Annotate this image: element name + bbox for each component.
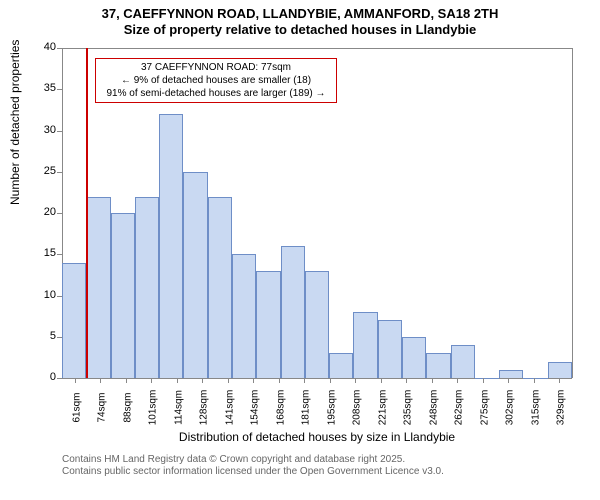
bar bbox=[135, 197, 159, 379]
x-tick bbox=[253, 378, 254, 383]
annotation-line: ← 9% of detached houses are smaller (18) bbox=[100, 74, 332, 87]
y-tick-label: 15 bbox=[30, 247, 56, 259]
y-tick-label: 30 bbox=[30, 124, 56, 136]
bar bbox=[475, 378, 499, 379]
x-tick bbox=[126, 378, 127, 383]
x-tick bbox=[406, 378, 407, 383]
x-tick-label: 154sqm bbox=[250, 388, 261, 428]
x-tick-label: 315sqm bbox=[530, 388, 541, 428]
x-tick-label: 248sqm bbox=[428, 388, 439, 428]
y-tick bbox=[57, 48, 62, 49]
y-tick-label: 0 bbox=[30, 371, 56, 383]
x-tick bbox=[304, 378, 305, 383]
x-tick-label: 168sqm bbox=[275, 388, 286, 428]
bar bbox=[86, 197, 110, 379]
x-tick bbox=[75, 378, 76, 383]
bar bbox=[402, 337, 426, 378]
x-tick bbox=[228, 378, 229, 383]
x-tick-label: 262sqm bbox=[454, 388, 465, 428]
x-tick-label: 128sqm bbox=[199, 388, 210, 428]
bar bbox=[232, 254, 256, 378]
x-tick bbox=[508, 378, 509, 383]
bar bbox=[523, 378, 547, 379]
bar bbox=[548, 362, 572, 379]
x-tick-label: 302sqm bbox=[505, 388, 516, 428]
credit-line-2: Contains public sector information licen… bbox=[62, 466, 444, 478]
y-axis-label: Number of detached properties bbox=[8, 40, 22, 205]
y-tick-label: 5 bbox=[30, 330, 56, 342]
y-tick-label: 40 bbox=[30, 41, 56, 53]
x-tick-label: 61sqm bbox=[71, 388, 82, 428]
x-tick bbox=[330, 378, 331, 383]
title-line-1: 37, CAEFFYNNON ROAD, LLANDYBIE, AMMANFOR… bbox=[0, 6, 600, 22]
credit-text: Contains HM Land Registry data © Crown c… bbox=[62, 454, 444, 478]
x-tick bbox=[432, 378, 433, 383]
x-tick-label: 141sqm bbox=[224, 388, 235, 428]
bar bbox=[499, 370, 523, 378]
x-tick bbox=[100, 378, 101, 383]
y-tick-label: 25 bbox=[30, 165, 56, 177]
x-tick-label: 275sqm bbox=[479, 388, 490, 428]
bar bbox=[451, 345, 475, 378]
bar bbox=[426, 353, 450, 378]
plot-frame-right bbox=[572, 48, 573, 378]
bar bbox=[329, 353, 353, 378]
x-tick-label: 329sqm bbox=[556, 388, 567, 428]
x-tick-label: 208sqm bbox=[352, 388, 363, 428]
bar bbox=[378, 320, 402, 378]
x-tick bbox=[457, 378, 458, 383]
y-tick-label: 35 bbox=[30, 82, 56, 94]
title-line-2: Size of property relative to detached ho… bbox=[0, 22, 600, 38]
x-tick-label: 88sqm bbox=[122, 388, 133, 428]
x-tick-label: 181sqm bbox=[301, 388, 312, 428]
bar bbox=[159, 114, 183, 378]
x-tick bbox=[151, 378, 152, 383]
bar bbox=[256, 271, 280, 378]
credit-line-1: Contains HM Land Registry data © Crown c… bbox=[62, 454, 444, 466]
y-tick bbox=[57, 131, 62, 132]
y-tick bbox=[57, 89, 62, 90]
x-axis-label: Distribution of detached houses by size … bbox=[167, 430, 467, 444]
plot-frame-top bbox=[62, 48, 572, 49]
annotation-box: 37 CAEFFYNNON ROAD: 77sqm← 9% of detache… bbox=[95, 58, 337, 103]
bar bbox=[62, 263, 86, 379]
x-tick-label: 221sqm bbox=[377, 388, 388, 428]
x-tick bbox=[202, 378, 203, 383]
x-tick bbox=[355, 378, 356, 383]
bar bbox=[208, 197, 232, 379]
y-tick bbox=[57, 213, 62, 214]
marker-line bbox=[86, 48, 88, 378]
chart-titles: 37, CAEFFYNNON ROAD, LLANDYBIE, AMMANFOR… bbox=[0, 6, 600, 37]
chart-container: 37, CAEFFYNNON ROAD, LLANDYBIE, AMMANFOR… bbox=[0, 0, 600, 500]
y-tick bbox=[57, 172, 62, 173]
bar bbox=[353, 312, 377, 378]
bar bbox=[111, 213, 135, 378]
bar bbox=[305, 271, 329, 378]
x-tick bbox=[534, 378, 535, 383]
annotation-line: 91% of semi-detached houses are larger (… bbox=[100, 87, 332, 100]
x-tick-label: 195sqm bbox=[326, 388, 337, 428]
x-tick-label: 101sqm bbox=[148, 388, 159, 428]
x-tick-label: 235sqm bbox=[403, 388, 414, 428]
annotation-line: 37 CAEFFYNNON ROAD: 77sqm bbox=[100, 61, 332, 74]
x-tick-label: 74sqm bbox=[97, 388, 108, 428]
x-tick bbox=[177, 378, 178, 383]
x-tick bbox=[483, 378, 484, 383]
y-tick-label: 20 bbox=[30, 206, 56, 218]
y-tick bbox=[57, 378, 62, 379]
x-tick bbox=[381, 378, 382, 383]
y-tick bbox=[57, 254, 62, 255]
y-tick-label: 10 bbox=[30, 289, 56, 301]
bar bbox=[281, 246, 305, 378]
x-tick bbox=[559, 378, 560, 383]
x-tick bbox=[279, 378, 280, 383]
bar bbox=[183, 172, 207, 378]
x-tick-label: 114sqm bbox=[173, 388, 184, 428]
